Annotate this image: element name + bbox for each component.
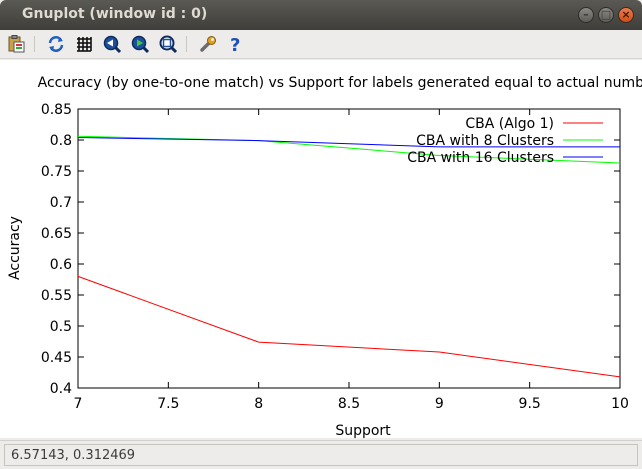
toolbar: ? xyxy=(0,30,642,59)
legend-label: CBA with 16 Clusters xyxy=(407,150,554,166)
status-bar: 6.57143, 0.312469 xyxy=(0,440,642,469)
x-tick-label: 7 xyxy=(74,396,83,412)
y-tick-label: 0.75 xyxy=(41,164,72,180)
series-line-2 xyxy=(77,135,621,164)
x-tick-label: 8.5 xyxy=(338,396,360,412)
zoom-previous-icon[interactable] xyxy=(102,34,122,54)
x-tick-label: 7.5 xyxy=(157,396,179,412)
x-axis-ticks: 7 7.5 8 8.5 9 9.5 10 xyxy=(74,109,629,412)
series-line-1 xyxy=(77,275,621,378)
y-tick-label: 0.55 xyxy=(41,288,72,304)
grid-icon[interactable] xyxy=(74,34,94,54)
settings-icon[interactable] xyxy=(198,34,218,54)
mouse-coordinates: 6.57143, 0.312469 xyxy=(11,448,136,463)
y-tick-label: 0.4 xyxy=(50,381,72,397)
y-axis-label: Accuracy xyxy=(7,216,23,280)
toolbar-separator xyxy=(34,36,35,52)
minimize-button[interactable]: – xyxy=(578,7,594,23)
x-tick-label: 9 xyxy=(435,396,444,412)
x-tick-label: 8 xyxy=(254,396,263,412)
toolbar-separator xyxy=(186,36,187,52)
maximize-button[interactable]: □ xyxy=(598,7,614,23)
svg-text:?: ? xyxy=(230,35,240,54)
y-tick-label: 0.45 xyxy=(41,350,72,366)
y-axis-ticks: 0.4 0.45 0.5 0.55 0.6 0.65 0.7 0.75 0.8 0.85 xyxy=(41,102,620,397)
plot-area[interactable]: Accuracy (by one-to-one match) vs Suppor… xyxy=(0,60,642,439)
window-title: Gnuplot (window id : 0) xyxy=(22,6,208,22)
y-tick-label: 0.6 xyxy=(50,257,72,273)
y-tick-label: 0.5 xyxy=(50,319,72,335)
y-tick-label: 0.8 xyxy=(50,133,72,149)
chart-title: Accuracy (by one-to-one match) vs Suppor… xyxy=(38,75,642,91)
title-bar[interactable]: Gnuplot (window id : 0) – □ × xyxy=(0,0,642,30)
help-icon[interactable]: ? xyxy=(226,34,246,54)
legend-label: CBA with 8 Clusters xyxy=(416,133,554,149)
x-axis-label: Support xyxy=(335,423,391,438)
accuracy-vs-support-chart: Accuracy (by one-to-one match) vs Suppor… xyxy=(7,75,642,439)
copy-clipboard-icon[interactable] xyxy=(6,34,26,54)
zoom-next-icon[interactable] xyxy=(130,34,150,54)
series-line-3 xyxy=(77,137,620,148)
x-tick-label: 9.5 xyxy=(519,396,541,412)
y-tick-label: 0.65 xyxy=(41,226,72,242)
y-tick-label: 0.85 xyxy=(41,102,72,118)
close-button[interactable]: × xyxy=(618,7,634,23)
series-lines xyxy=(77,135,621,378)
autoscale-icon[interactable] xyxy=(158,34,178,54)
x-tick-label: 10 xyxy=(611,396,629,412)
y-tick-label: 0.7 xyxy=(50,195,72,211)
status-cell: 6.57143, 0.312469 xyxy=(4,444,638,466)
replot-icon[interactable] xyxy=(46,34,66,54)
legend-label: CBA (Algo 1) xyxy=(465,116,554,132)
